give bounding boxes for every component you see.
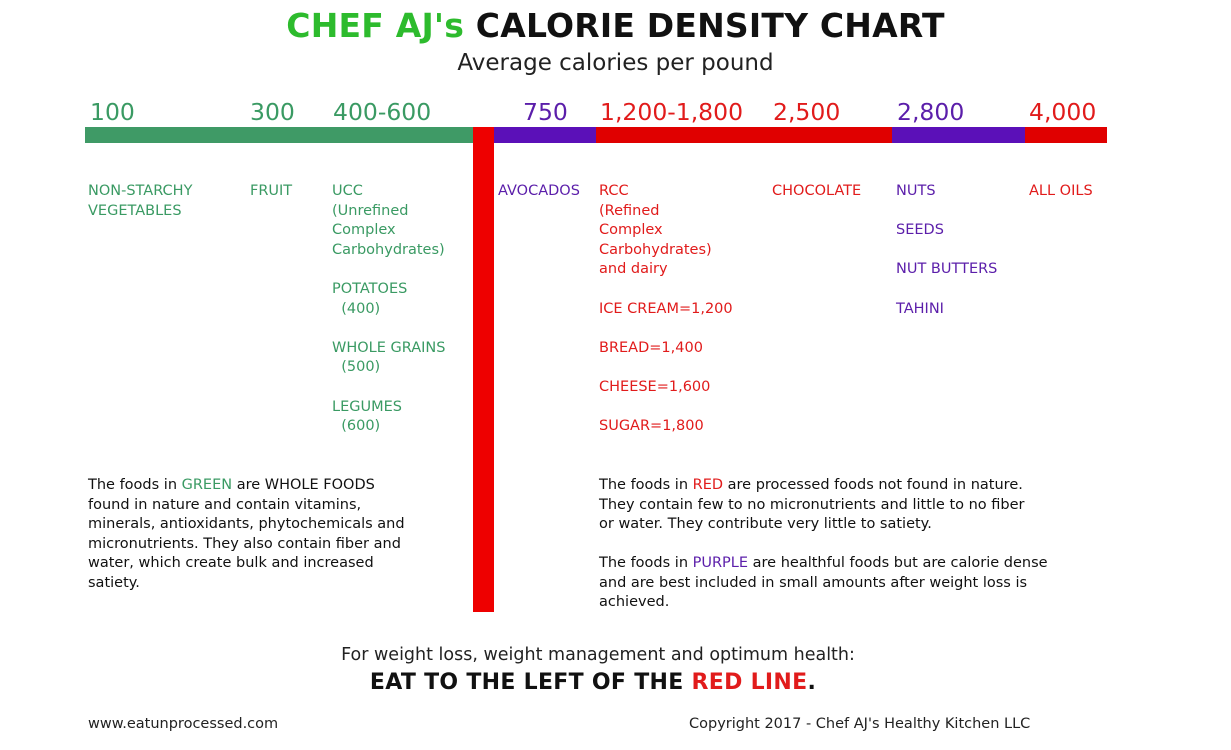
scale-label-1200-1800: 1,200-1,800: [600, 98, 744, 126]
list-item: BREAD=1,400: [599, 339, 703, 356]
list-item: Carbohydrates): [332, 241, 445, 258]
page-subtitle: Average calories per pound: [457, 50, 774, 76]
title-brand: CHEF AJ's: [286, 6, 465, 45]
list-item: WHOLE GRAINS: [332, 339, 446, 356]
list-item: NUTS: [896, 183, 936, 199]
category-oils: ALL OILS: [1029, 182, 1093, 202]
list-item: ALL OILS: [1029, 183, 1093, 199]
note-line-rest: are healthful foods but are calorie dens…: [748, 555, 1048, 571]
list-item: [896, 280, 997, 300]
category-avocados: AVOCADOS: [498, 182, 580, 202]
list-item: ICE CREAM=1,200: [599, 300, 733, 317]
list-item: POTATOES: [332, 280, 408, 297]
note-color-word-purple: PURPLE: [692, 555, 749, 571]
note-line: micronutrients. They also contain fiber …: [88, 535, 401, 552]
note-prefix: The foods in: [599, 555, 693, 571]
scale-label-750: 750: [523, 98, 568, 126]
list-item: RCC: [599, 183, 629, 199]
list-item: LEGUMES: [332, 398, 402, 415]
category-non-starchy: NON-STARCHY VEGETABLES: [88, 182, 192, 221]
note-line: satiety.: [88, 574, 140, 591]
page-title: CHEF AJ's CALORIE DENSITY CHART: [0, 6, 1231, 45]
note-line-rest: are WHOLE FOODS: [232, 477, 375, 493]
bar-green-segment: [85, 127, 474, 143]
footer-copyright: Copyright 2017 - Chef AJ's Healthy Kitch…: [689, 716, 1031, 732]
footer-cta: EAT TO THE LEFT OF THE RED LINE.: [0, 670, 1186, 695]
cta-red-line: RED LINE: [691, 670, 808, 695]
note-line: water, which create bulk and increased: [88, 555, 374, 572]
footer-advice: For weight loss, weight management and o…: [341, 645, 855, 665]
red-line: [473, 127, 494, 612]
list-item: CHEESE=1,600: [599, 378, 711, 395]
note-green-line1: The foods in GREEN are WHOLE FOODS: [88, 476, 458, 496]
bar-purple-segment-avocado: [494, 127, 596, 143]
list-item: TAHINI: [896, 300, 944, 317]
category-rcc: RCC (Refined Complex Carbohydrates) and …: [599, 182, 733, 437]
list-item: and dairy: [599, 261, 668, 278]
note-line-rest: are processed foods not found in nature.: [723, 477, 1023, 493]
list-item: SEEDS: [896, 222, 944, 239]
note-line: minerals, antioxidants, phytochemicals a…: [88, 516, 405, 533]
note-red: The foods in RED are processed foods not…: [599, 476, 1119, 535]
category-nuts: NUTS SEEDS NUT BUTTERS TAHINI: [896, 182, 997, 319]
scale-label-400-600: 400-600: [333, 98, 432, 126]
note-green: The foods in GREEN are WHOLE FOODS found…: [88, 476, 458, 594]
list-item: AVOCADOS: [498, 183, 580, 199]
note-line: and are best included in small amounts a…: [599, 574, 1028, 591]
list-item: [896, 202, 997, 222]
list-item: NUT BUTTERS: [896, 261, 998, 278]
note-prefix: The foods in: [599, 477, 693, 493]
title-rest: CALORIE DENSITY CHART: [475, 6, 945, 45]
note-line: They contain few to no micronutrients an…: [599, 496, 1025, 513]
list-item: UCC: [332, 183, 363, 199]
scale-label-100: 100: [90, 98, 135, 126]
list-item: SUGAR=1,800: [599, 418, 704, 435]
list-item: FRUIT: [250, 183, 293, 199]
list-item: (Refined: [599, 202, 660, 219]
list-item: [332, 319, 445, 339]
note-color-word-green: GREEN: [181, 477, 233, 493]
scale-label-2500: 2,500: [773, 98, 841, 126]
scale-label-2800: 2,800: [897, 98, 965, 126]
list-item: (Unrefined: [332, 202, 409, 219]
bar-purple-segment-nuts: [892, 127, 1025, 143]
cta-text: EAT TO THE LEFT OF THE: [369, 670, 692, 695]
list-item: CHOCOLATE: [772, 183, 862, 199]
note-color-word-red: RED: [692, 477, 724, 493]
category-chocolate: CHOCOLATE: [772, 182, 861, 202]
list-item: VEGETABLES: [88, 202, 182, 219]
note-prefix: The foods in: [88, 477, 182, 493]
list-item: [599, 358, 733, 378]
list-item: [896, 241, 997, 261]
list-item: (600): [332, 418, 381, 435]
list-item: [599, 319, 733, 339]
footer-website[interactable]: www.eatunprocessed.com: [88, 716, 279, 732]
scale-label-300: 300: [250, 98, 295, 126]
list-item: [599, 280, 733, 300]
note-line: found in nature and contain vitamins,: [88, 496, 362, 513]
list-item: [332, 260, 445, 280]
note-line: or water. They contribute very little to…: [599, 516, 932, 533]
list-item: Complex: [599, 222, 663, 239]
bar-red-segment-oils: [1025, 127, 1107, 143]
category-ucc: UCC (Unrefined Complex Carbohydrates) PO…: [332, 182, 445, 437]
bar-red-segment-rcc: [596, 127, 892, 143]
category-fruit: FRUIT: [250, 182, 292, 202]
cta-period: .: [807, 670, 817, 695]
list-item: [599, 398, 733, 418]
list-item: NON-STARCHY: [88, 183, 193, 199]
scale-label-4000: 4,000: [1029, 98, 1097, 126]
list-item: [332, 378, 445, 398]
list-item: Carbohydrates): [599, 241, 712, 258]
note-purple-line1: The foods in PURPLE are healthful foods …: [599, 554, 1119, 574]
note-red-line1: The foods in RED are processed foods not…: [599, 476, 1119, 496]
list-item: (500): [332, 359, 381, 376]
list-item: (400): [332, 300, 381, 317]
note-purple: The foods in PURPLE are healthful foods …: [599, 554, 1119, 613]
list-item: Complex: [332, 222, 396, 239]
note-line: achieved.: [599, 594, 670, 611]
